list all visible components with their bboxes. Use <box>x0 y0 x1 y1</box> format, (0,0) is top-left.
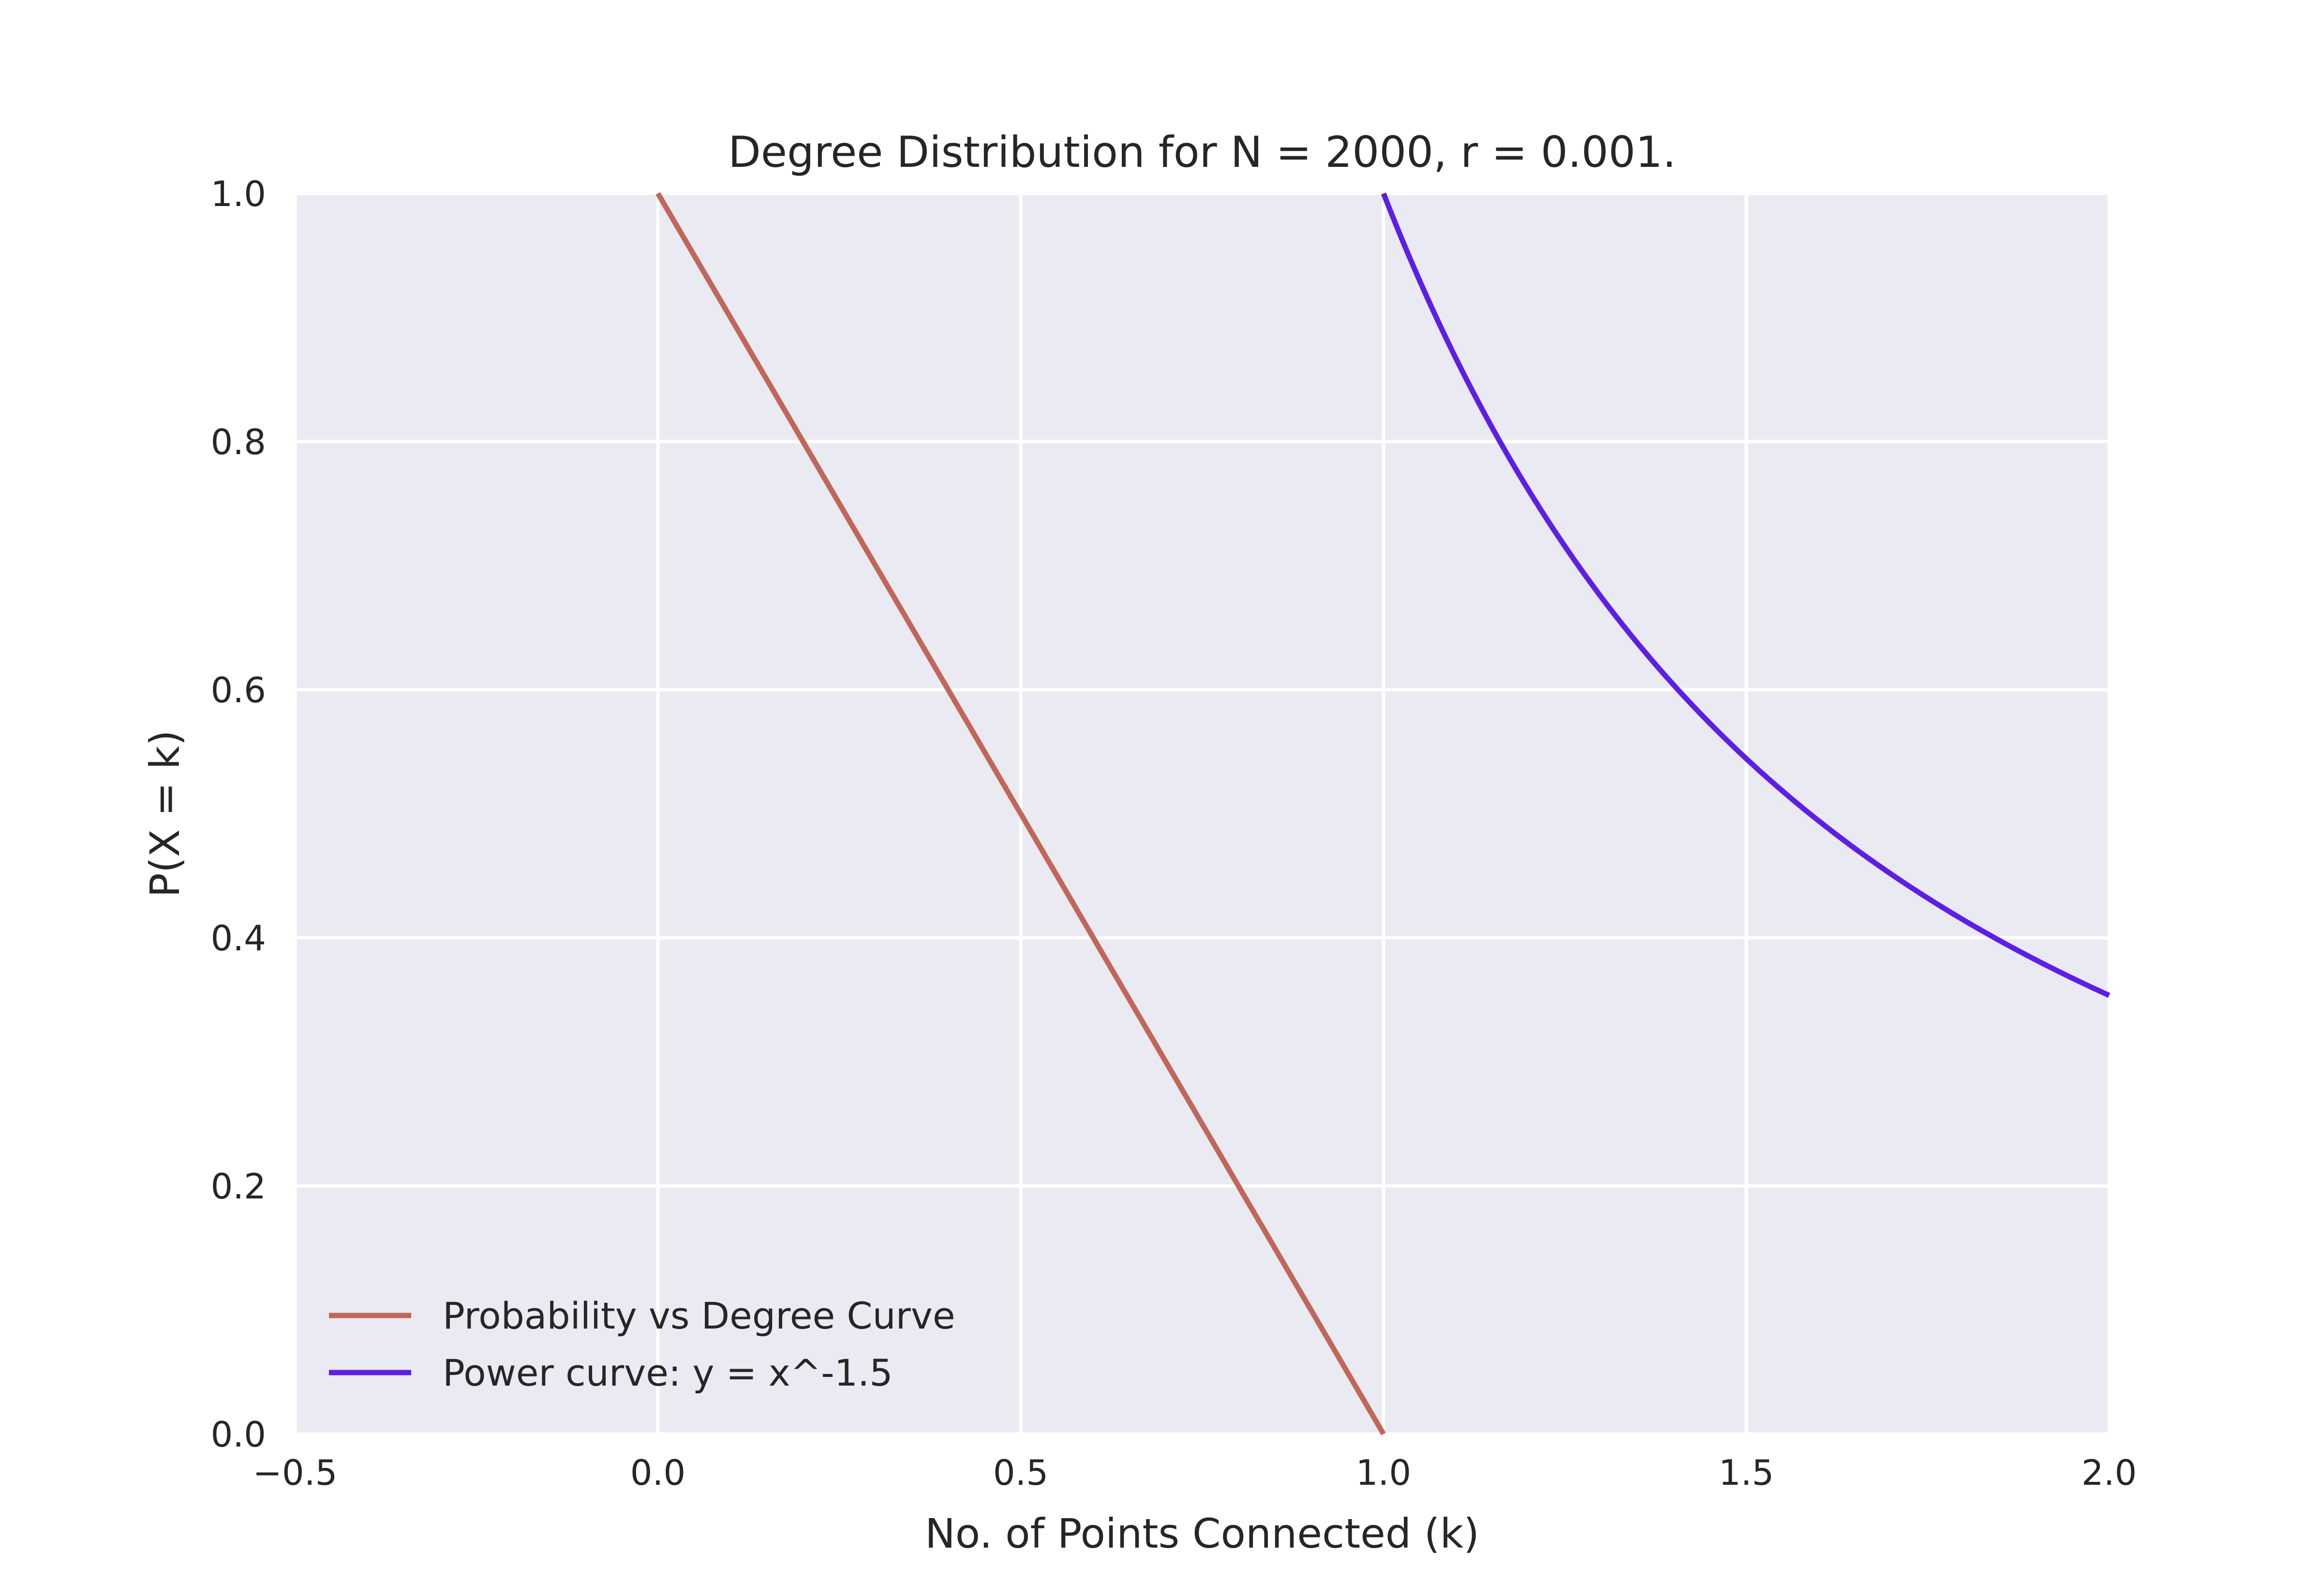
y-tick-label: 0.2 <box>210 1166 266 1207</box>
x-axis-label: No. of Points Connected (k) <box>925 1510 1479 1557</box>
x-tick-label: 0.5 <box>993 1452 1049 1493</box>
x-tick-label: 1.5 <box>1719 1452 1774 1493</box>
series-line-2 <box>1381 192 2111 998</box>
y-tick-label: 0.4 <box>210 918 266 959</box>
x-tick-label: 0.0 <box>630 1452 686 1493</box>
x-tick-label: −0.5 <box>253 1452 338 1493</box>
y-tick-label: 1.0 <box>210 174 266 214</box>
y-tick-label: 0.0 <box>210 1414 266 1455</box>
series-lines <box>655 192 2111 1435</box>
legend-label: Power curve: y = x^-1.5 <box>443 1351 893 1394</box>
plot-area <box>295 193 2109 1434</box>
x-tick-label: 2.0 <box>2082 1452 2137 1493</box>
chart-title: Degree Distribution for N = 2000, r = 0.… <box>728 127 1676 177</box>
x-tick-label: 1.0 <box>1356 1452 1412 1493</box>
y-tick-label: 0.6 <box>210 670 266 710</box>
y-axis-label: P(X = k) <box>141 730 189 897</box>
y-tick-label: 0.8 <box>210 422 266 462</box>
tick-labels: −0.5 0.0 0.5 1.0 1.5 2.00.00.20.40.60.81.0 <box>210 174 2137 1493</box>
legend: Probability vs Degree Curve Power curve: … <box>329 1294 955 1394</box>
legend-label: Probability vs Degree Curve <box>443 1294 955 1337</box>
series-line-1 <box>655 192 1386 1435</box>
